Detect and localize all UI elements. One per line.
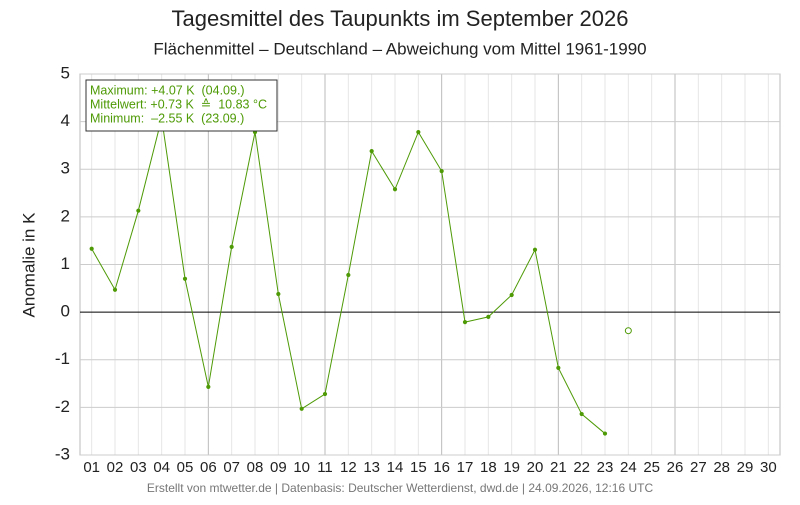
x-tick-label: 30 [760,459,777,476]
x-tick-label: 19 [503,459,520,476]
x-tick-label: 09 [270,459,287,476]
info-text: Minimum: –2.55 K (23.09.) [90,111,244,125]
x-tick-label: 01 [83,459,100,476]
data-point [229,244,234,249]
x-tick-label: 22 [573,459,590,476]
x-tick-label: 26 [667,459,684,476]
x-tick-label: 27 [690,459,707,476]
info-text: Maximum: +4.07 K (04.09.) [90,83,245,97]
data-point [556,365,561,370]
x-tick-label: 28 [713,459,730,476]
x-tick-label: 11 [317,459,333,476]
y-tick-label: 1 [61,254,70,273]
data-point [602,431,608,436]
data-point [416,130,421,135]
x-tick-label: 12 [340,459,357,476]
data-point [182,276,188,281]
x-tick-label: 05 [177,459,194,476]
data-point [579,411,584,417]
x-tick-label: 14 [387,459,404,476]
data-point [509,292,514,298]
data-point [369,149,374,154]
x-tick-label: 10 [293,459,310,476]
y-tick-label: -2 [55,397,70,416]
y-tick-label: -3 [55,444,70,463]
y-tick-label: -1 [55,349,70,368]
x-tick-label: 18 [480,459,497,476]
x-tick-label: 29 [737,459,754,476]
chart-subtitle: Flächenmittel – Deutschland – Abweichung… [153,39,646,58]
x-tick-label: 21 [550,459,567,476]
x-tick-label: 25 [643,459,660,476]
x-tick-label: 07 [223,459,240,476]
x-tick-label: 03 [130,459,147,476]
y-tick-label: 5 [61,63,70,82]
x-tick-label: 17 [457,459,474,476]
y-tick-label: 0 [61,302,70,321]
y-axis-label: Anomalie in K [19,212,38,318]
footer: Erstellt von mtwetter.de | Datenbasis: D… [147,481,654,495]
data-point [486,314,491,319]
chart-title: Tagesmittel des Taupunkts im September 2… [172,6,629,31]
x-tick-label: 02 [107,459,124,476]
x-tick-label: 16 [433,459,450,476]
x-tick-label: 08 [247,459,264,476]
x-tick-label: 13 [363,459,380,476]
y-tick-label: 2 [61,206,70,225]
data-point [276,291,281,297]
x-tick-label: 15 [410,459,427,476]
data-point [136,208,141,213]
data-point [439,169,444,174]
data-point [89,246,94,251]
data-point [624,327,632,335]
x-tick-label: 23 [597,459,614,476]
data-point [322,391,328,397]
x-tick-label: 04 [153,459,170,476]
y-tick-label: 3 [61,159,70,178]
info-box [85,79,278,132]
data-point [392,187,398,192]
data-point [206,384,211,389]
x-tick-label: 24 [620,459,637,476]
x-tick-label: 06 [200,459,217,476]
data-point [346,272,351,278]
y-tick-label: 4 [61,111,70,130]
data-point [299,406,304,411]
data-point [462,320,468,325]
x-tick-label: 20 [527,459,544,476]
data-point [112,287,118,292]
info-text: Mittelwert: +0.73 K ≙ 10.83 °C [90,97,267,111]
data-point [532,247,538,252]
